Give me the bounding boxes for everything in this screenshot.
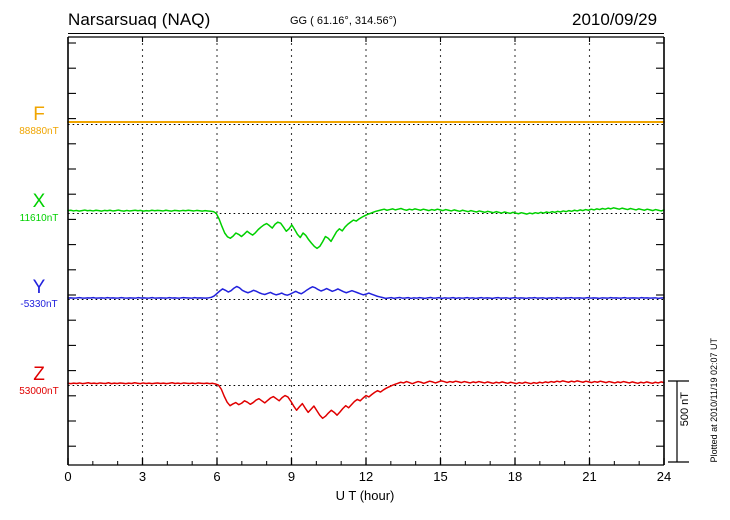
scale-bar-label: 500 nT [679, 392, 691, 427]
trace-baseline-x: 11610nT [19, 213, 59, 224]
x-tick-12: 12 [358, 469, 374, 484]
trace-symbol-y: Y [32, 277, 46, 298]
trace-symbol-x: X [32, 191, 46, 212]
trace-baseline-z: 53000nT [19, 386, 59, 397]
trace-label-x: X 11610nT [8, 192, 70, 224]
x-tick-18: 18 [507, 469, 523, 484]
x-tick-3: 3 [138, 469, 147, 484]
x-tick-24: 24 [656, 469, 672, 484]
axis-ticks [67, 37, 665, 465]
observation-date: 2010/09/29 [572, 10, 658, 29]
x-tick-6: 6 [213, 469, 221, 484]
x-axis-title: U T (hour) [335, 488, 395, 503]
trace-x [67, 207, 665, 250]
x-tick-9: 9 [287, 469, 296, 484]
header-divider [68, 33, 664, 34]
plot-frame [67, 36, 665, 466]
trace-y [67, 285, 665, 300]
scale-bar [668, 380, 689, 463]
trace-z [67, 380, 665, 420]
geographic-coordinates: GG ( 61.16°, 314.56°) [290, 15, 397, 27]
trace-symbol-z: Z [33, 364, 45, 385]
plotted-timestamp: Plotted at 2010/11/19 02:07 UT [709, 338, 719, 463]
station-title: Narsarsuaq (NAQ) [68, 10, 211, 29]
trace-label-z: Z 53000nT [8, 365, 70, 397]
x-tick-0: 0 [64, 469, 72, 484]
x-tick-15: 15 [433, 469, 448, 484]
trace-curves [67, 121, 665, 420]
trace-baseline-f: 88880nT [19, 126, 59, 137]
trace-label-y: Y -5330nT [8, 278, 70, 310]
grid-lines [141, 37, 591, 465]
trace-label-f: F 88880nT [8, 105, 70, 137]
trace-symbol-f: F [33, 104, 45, 125]
x-tick-21: 21 [582, 469, 597, 484]
trace-baseline-y: -5330nT [20, 299, 58, 310]
